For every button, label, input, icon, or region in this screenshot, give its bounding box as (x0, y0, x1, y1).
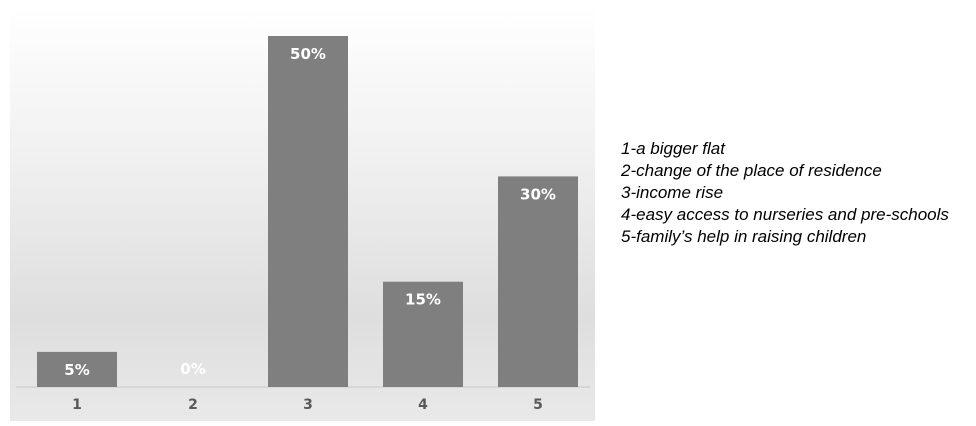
bar-chart: 5% 0% 50% 15% 30% 1 2 3 4 5 (10, 6, 595, 421)
legend-item-2: 2-change of the place of residence (621, 161, 882, 180)
legend-item-4: 4-easy access to nurseries and pre-schoo… (621, 205, 949, 224)
data-label-1: 5% (64, 361, 89, 379)
x-tick-label-5: 5 (533, 397, 543, 413)
category-legend: 1-a bigger flat 2-change of the place of… (621, 138, 973, 248)
data-label-2: 0% (180, 360, 205, 378)
data-label-4: 15% (405, 291, 441, 309)
x-tick-label-1: 1 (72, 397, 82, 413)
x-tick-label-3: 3 (303, 397, 313, 413)
x-tick-labels-layer: 1 2 3 4 5 (72, 397, 543, 413)
bar-1 (37, 351, 117, 387)
legend-item-1: 1-a bigger flat (621, 139, 725, 158)
x-tick-label-4: 4 (418, 397, 428, 413)
data-labels-layer: 5% 0% 50% 15% 30% (64, 45, 556, 379)
legend-item-5: 5-family’s help in raising children (621, 227, 867, 246)
bar-4 (383, 281, 463, 387)
bar-5 (498, 176, 578, 387)
data-label-3: 50% (290, 45, 326, 63)
legend-item-3: 3-income rise (621, 183, 724, 202)
bar-3 (268, 36, 348, 387)
data-label-5: 30% (520, 185, 556, 203)
chart-panel: 5% 0% 50% 15% 30% 1 2 3 4 5 (10, 6, 595, 421)
x-tick-label-2: 2 (188, 397, 198, 413)
bars-layer (37, 36, 578, 387)
